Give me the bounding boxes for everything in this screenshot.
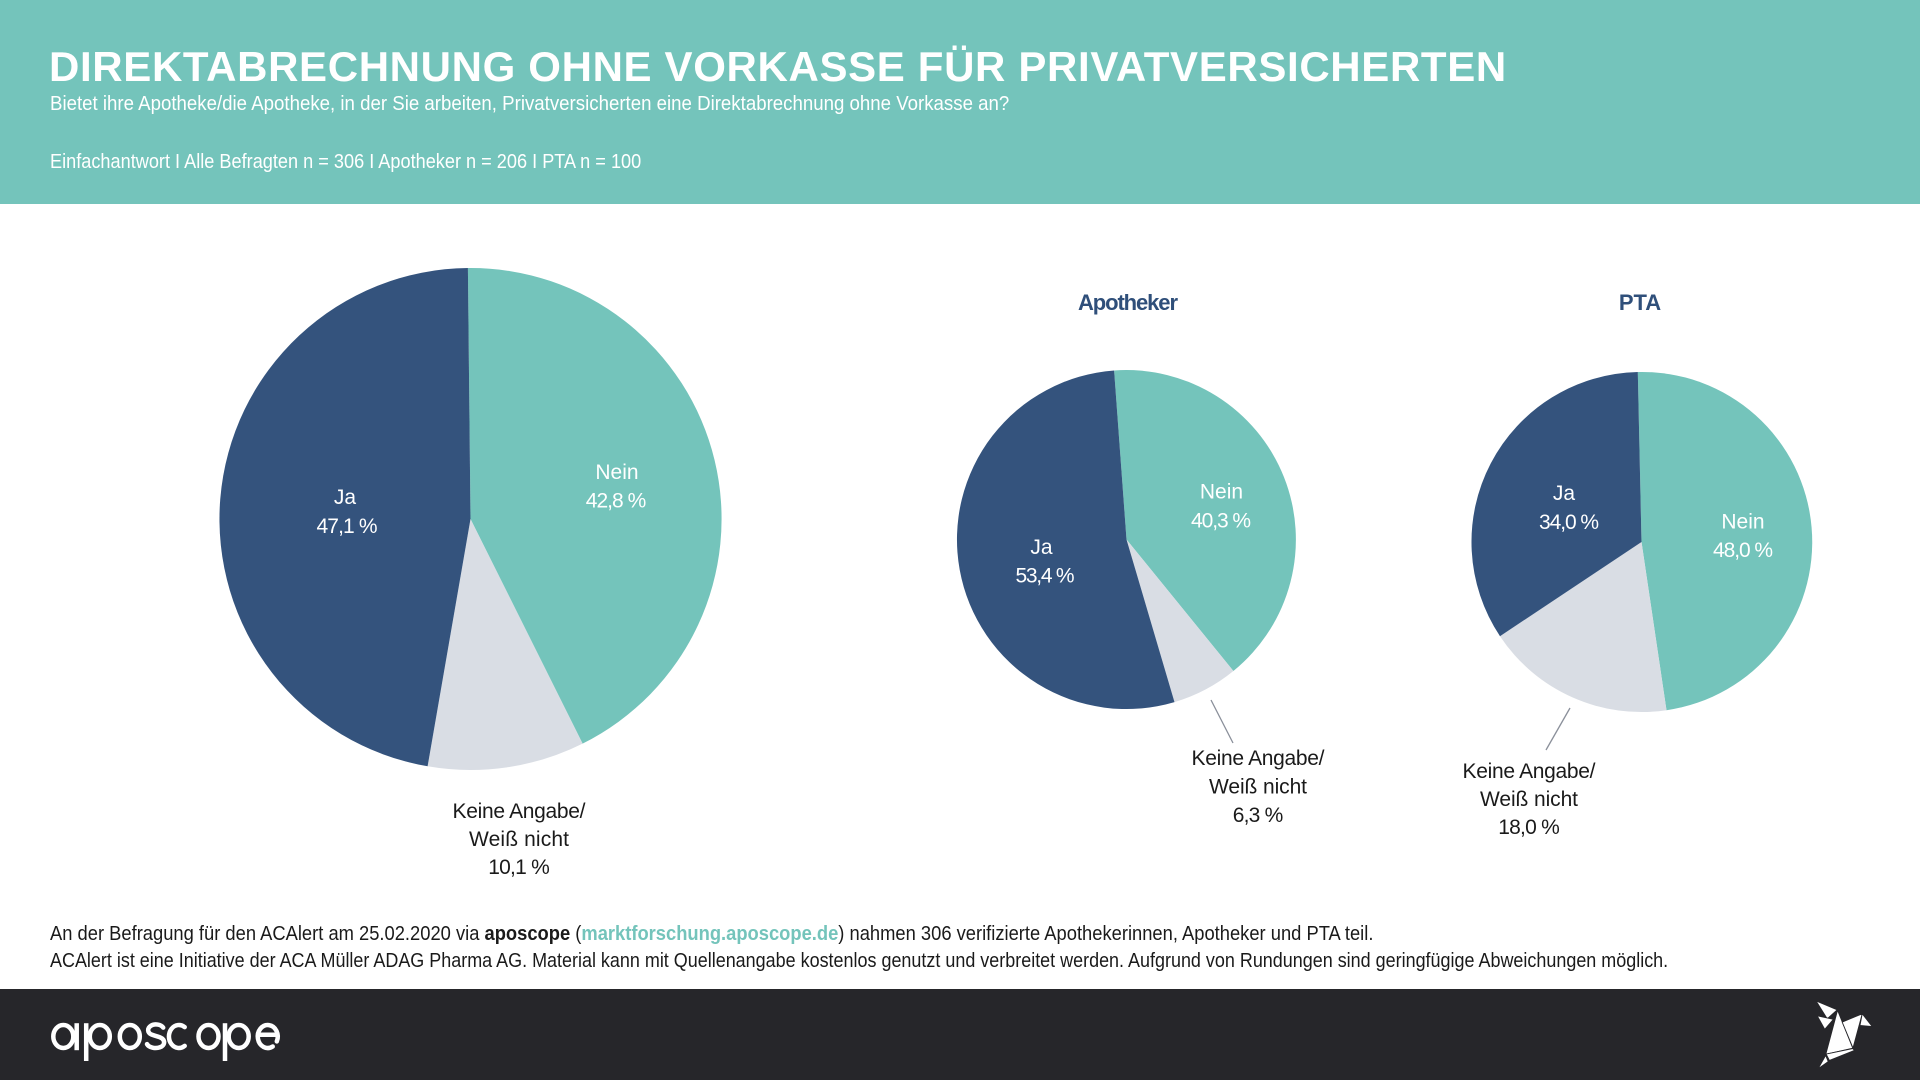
svg-text:PTA: PTA: [1619, 290, 1661, 315]
svg-text:Ja: Ja: [1553, 482, 1576, 505]
svg-text:6,3 %: 6,3 %: [1233, 804, 1284, 827]
svg-text:Weiß nicht: Weiß nicht: [1209, 776, 1307, 799]
svg-text:Weiß nicht: Weiß nicht: [1480, 788, 1578, 811]
svg-text:34,0 %: 34,0 %: [1539, 511, 1599, 534]
svg-text:18,0 %: 18,0 %: [1498, 816, 1560, 839]
svg-text:Apotheker: Apotheker: [1078, 290, 1178, 315]
svg-text:42,8 %: 42,8 %: [586, 490, 647, 513]
svg-text:Keine Angabe/: Keine Angabe/: [453, 800, 586, 823]
svg-text:Ja: Ja: [1030, 536, 1053, 559]
svg-text:Nein: Nein: [1200, 481, 1243, 504]
svg-text:10,1 %: 10,1 %: [488, 856, 550, 879]
svg-text:40,3 %: 40,3 %: [1191, 510, 1251, 533]
svg-text:Weiß nicht: Weiß nicht: [469, 828, 569, 851]
svg-text:Ja: Ja: [334, 486, 357, 509]
svg-text:48,0 %: 48,0 %: [1713, 539, 1773, 562]
svg-text:47,1 %: 47,1 %: [317, 515, 378, 538]
svg-text:Keine Angabe/: Keine Angabe/: [1463, 760, 1596, 783]
svg-text:53,4 %: 53,4 %: [1016, 565, 1075, 588]
svg-text:Nein: Nein: [1721, 511, 1764, 534]
svg-text:Nein: Nein: [595, 461, 638, 484]
svg-text:Keine Angabe/: Keine Angabe/: [1192, 747, 1325, 770]
